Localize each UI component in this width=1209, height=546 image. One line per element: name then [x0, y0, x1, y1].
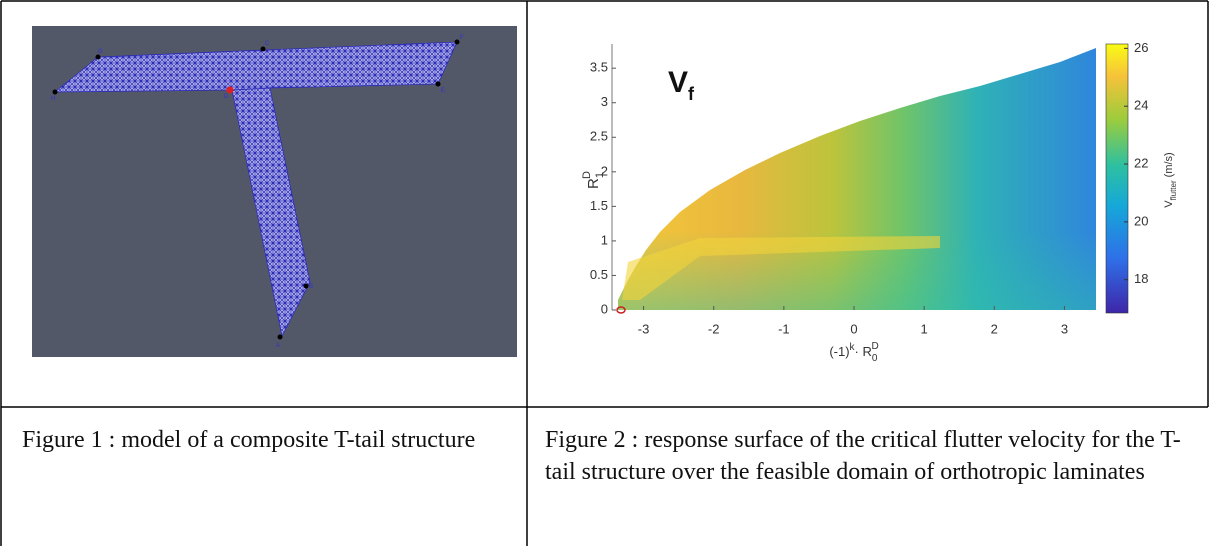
figure-2-title: Vf	[668, 66, 695, 104]
x-tick-label: -2	[708, 321, 720, 336]
colorbar-label: Vflutter(m/s)	[1163, 152, 1178, 207]
node-dot	[436, 82, 441, 87]
node-label: F	[460, 35, 464, 41]
x-label-part: · R	[855, 344, 872, 359]
node-dot	[278, 335, 283, 340]
colorbar-tick-label: 18	[1134, 271, 1148, 286]
node-label: E	[441, 88, 445, 94]
y-tick-label: 2.5	[590, 129, 608, 144]
colorbar-label-sub: flutter	[1169, 180, 1178, 200]
x-axis-label: (-1)k· R0D	[829, 341, 878, 364]
node-dot	[96, 55, 101, 60]
colorbar-label-unit: (m/s)	[1163, 152, 1175, 177]
x-label-part: (-1)	[829, 344, 849, 359]
x-tick-label: 3	[1061, 321, 1068, 336]
title-sub: f	[688, 84, 695, 104]
figure-2: Vf (-1)k· R0D R1D Vflutter(m/s) 00.511.5…	[581, 40, 1178, 364]
y-tick-label: 0	[601, 301, 608, 316]
x-tick-label: -1	[778, 321, 790, 336]
y-tick-label: 1.5	[590, 198, 608, 213]
x-label-sup: D	[871, 341, 878, 352]
node-dot	[455, 40, 460, 45]
node-label: G	[98, 49, 103, 55]
colorbar-tick-label: 24	[1134, 98, 1148, 113]
node-dot	[261, 47, 266, 52]
x-tick-label: 1	[921, 321, 928, 336]
y-tick-label: 2	[601, 163, 608, 178]
caption-1: Figure 1 : model of a composite T-tail s…	[22, 424, 517, 456]
page: GCFHDEBA Vf (-1)k· R0D R1D Vflutter(m/s)…	[0, 0, 1209, 546]
x-label-sub: 0	[872, 353, 878, 364]
y-tick-label: 1	[601, 232, 608, 247]
figure-1: G C F H D E B A	[32, 26, 517, 357]
x-tick-label: -3	[638, 321, 650, 336]
node-label: C	[265, 41, 270, 47]
y-tick-label: 0.5	[590, 267, 608, 282]
node-label: D	[224, 94, 229, 100]
x-tick-label: 0	[850, 321, 857, 336]
node-dot	[53, 90, 58, 95]
y-tick-label: 3	[601, 94, 608, 109]
title-main: V	[668, 66, 688, 99]
node-label: B	[309, 284, 313, 290]
colorbar-tick-label: 22	[1134, 155, 1148, 170]
y-label-sup: D	[581, 171, 593, 179]
node-label: A	[276, 343, 280, 349]
colorbar-tick-label: 20	[1134, 213, 1148, 228]
node-label: H	[51, 96, 55, 102]
x-tick-label: 2	[991, 321, 998, 336]
caption-2: Figure 2 : response surface of the criti…	[545, 424, 1195, 488]
y-tick-label: 3.5	[590, 60, 608, 75]
colorbar-tick-label: 26	[1134, 40, 1148, 55]
node-dot	[304, 284, 309, 289]
